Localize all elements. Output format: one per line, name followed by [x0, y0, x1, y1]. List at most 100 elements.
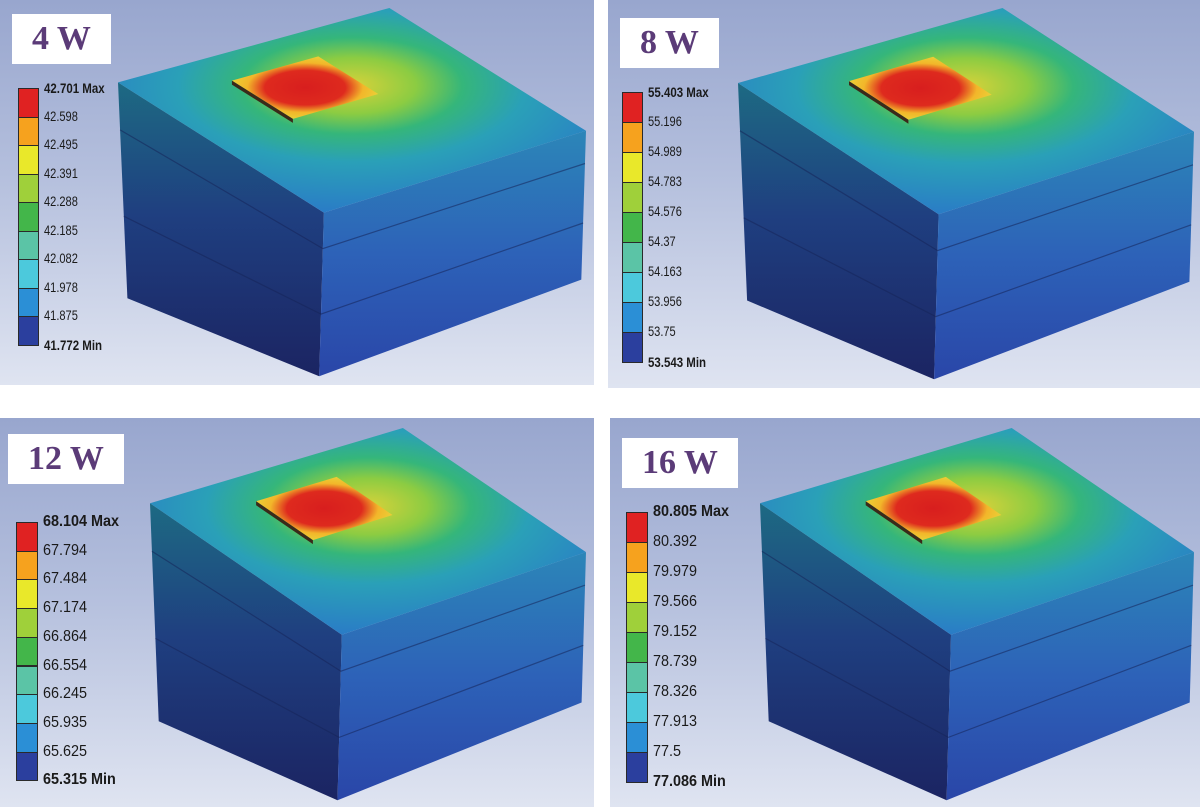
thermal-panel-4w: 4 W 42.701 Max 42.598 42.495 42.391 42.288 42…	[0, 0, 594, 385]
legend-tick-label: 65.625	[43, 742, 88, 760]
legend-min-label: 53.543 Min	[648, 354, 707, 370]
legend-tick-label: 54.783	[648, 174, 682, 189]
legend-max-label: 55.403 Max	[648, 84, 709, 100]
legend-max-label: 68.104 Max	[43, 513, 120, 530]
thermal-panel-8w: 8 W 55.403 Max 55.196 54.989 54.783 54.576 54…	[608, 0, 1200, 388]
block-top-face	[118, 8, 586, 213]
legend-swatch	[18, 88, 39, 118]
legend-swatch	[16, 636, 38, 667]
heat-source-chip	[865, 476, 1002, 541]
legend-tick-label: 80.392	[653, 533, 698, 550]
legend-swatch	[18, 202, 39, 232]
legend-tick-label: 79.566	[653, 593, 698, 610]
legend-swatch	[18, 230, 39, 260]
legend-tick-label: 55.196	[648, 114, 682, 129]
legend-swatch	[622, 182, 643, 213]
legend-swatch	[16, 608, 38, 638]
layer-seam	[151, 550, 586, 672]
legend-swatch	[626, 602, 648, 633]
legend-tick-label: 41.978	[44, 279, 78, 295]
legend-tick-label: 54.163	[648, 264, 682, 279]
block-right-face	[946, 552, 1194, 801]
legend-tick-label: 54.989	[648, 144, 682, 159]
legend-tick-label: 79.979	[653, 563, 698, 580]
legend-tick-label: 66.245	[43, 685, 88, 703]
block-left-face	[738, 83, 939, 380]
legend-swatch	[622, 152, 643, 183]
block-right-face	[319, 130, 586, 377]
heat-block-model	[118, 8, 586, 377]
heat-source-chip	[256, 476, 393, 541]
legend-tick-label: 42.598	[44, 108, 78, 124]
chip-edge	[256, 501, 313, 545]
legend-swatch	[16, 751, 38, 782]
legend-tick-label: 42.495	[44, 137, 78, 152]
block-left-face	[118, 82, 324, 377]
layer-seam	[123, 215, 584, 315]
block-top-face	[760, 428, 1194, 635]
legend-tick-label: 42.185	[44, 222, 78, 238]
legend-swatch	[18, 145, 39, 175]
legend-tick-label: 67.174	[43, 599, 88, 617]
legend-tick-label: 78.739	[653, 653, 698, 670]
heat-source-chip	[849, 56, 992, 120]
legend-swatch	[626, 662, 648, 693]
legend-tick-label: 65.935	[43, 713, 88, 731]
legend-tick-label: 67.484	[43, 570, 88, 588]
power-title: 4 W	[12, 14, 111, 64]
block-left-face	[760, 503, 951, 801]
legend-swatch	[622, 272, 643, 303]
legend-tick-label: 53.75	[648, 324, 676, 339]
legend-tick-label: 53.956	[648, 294, 682, 309]
legend-swatch	[16, 522, 38, 552]
legend-tick-label: 77.913	[653, 713, 698, 730]
legend-swatch	[622, 92, 643, 123]
legend-swatch	[626, 512, 648, 543]
legend-max-label: 42.701 Max	[44, 80, 105, 96]
layer-seam	[739, 130, 1194, 252]
legend-max-label: 80.805 Max	[653, 503, 730, 520]
heat-block-model	[150, 428, 586, 801]
heat-block-model	[738, 8, 1194, 380]
layer-seam	[743, 217, 1192, 318]
heat-source-chip	[231, 56, 379, 119]
legend-swatch	[16, 550, 38, 581]
legend-tick-label: 79.152	[653, 623, 698, 640]
legend-tick-label: 54.576	[648, 204, 682, 219]
legend-swatch	[16, 579, 38, 610]
legend-tick-label: 54.37	[648, 234, 676, 249]
legend-swatch	[622, 332, 643, 363]
legend-tick-label: 78.326	[653, 683, 698, 700]
legend-tick-label: 77.5	[653, 743, 682, 760]
legend-swatch	[626, 632, 648, 663]
legend-swatch	[16, 722, 38, 753]
legend-swatch	[622, 212, 643, 243]
block-right-face	[934, 131, 1194, 380]
legend-swatch	[626, 752, 648, 783]
legend-swatch	[626, 572, 648, 603]
layer-seam	[765, 637, 1192, 739]
legend-swatch	[16, 694, 38, 724]
block-top-face	[738, 8, 1194, 215]
thermal-panel-12w: 12 W 68.104 Max 67.794 67.484 67.174 66.864 6…	[0, 418, 594, 807]
legend-swatch	[622, 242, 643, 273]
block-right-face	[337, 552, 586, 801]
legend-tick-label: 41.875	[44, 308, 78, 323]
legend-swatch	[622, 302, 643, 333]
legend-swatch	[16, 665, 38, 696]
chip-edge	[865, 501, 923, 545]
power-title: 8 W	[620, 18, 719, 68]
legend-swatch	[18, 316, 39, 346]
thermal-panel-16w: 16 W 80.805 Max 80.392 79.979 79.566 79.152 7…	[610, 418, 1200, 807]
legend-swatch	[18, 116, 39, 146]
chip-edge	[231, 80, 293, 123]
layer-seam	[119, 129, 586, 250]
legend-min-label: 41.772 Min	[44, 336, 103, 353]
layer-seam	[761, 550, 1194, 672]
legend-tick-label: 66.864	[43, 627, 88, 645]
legend-swatch	[626, 692, 648, 723]
power-title: 12 W	[8, 434, 124, 484]
legend-min-label: 65.315 Min	[43, 771, 116, 789]
block-top-face	[150, 428, 586, 635]
power-title: 16 W	[622, 438, 738, 488]
